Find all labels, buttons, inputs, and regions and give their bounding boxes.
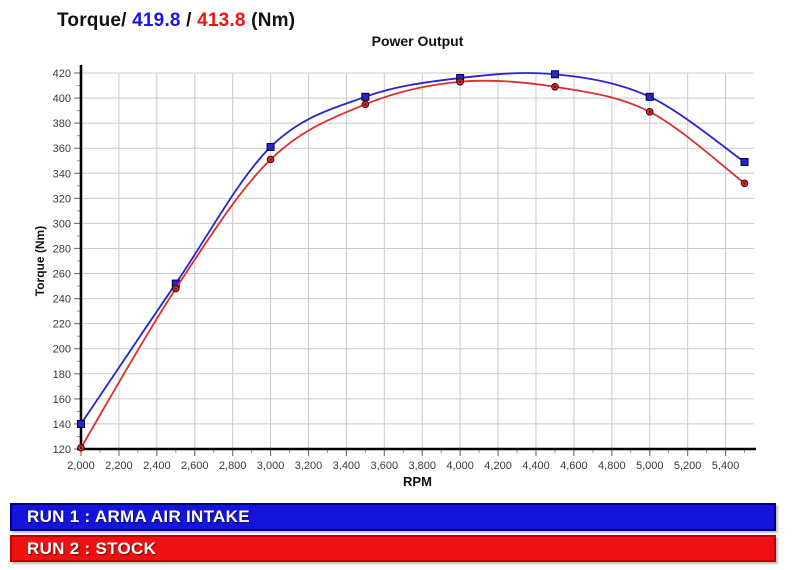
svg-text:160: 160 bbox=[53, 394, 71, 406]
svg-text:280: 280 bbox=[53, 243, 71, 255]
svg-text:180: 180 bbox=[53, 369, 71, 381]
svg-text:140: 140 bbox=[53, 419, 71, 431]
svg-text:260: 260 bbox=[53, 269, 71, 281]
svg-text:400: 400 bbox=[53, 93, 71, 105]
svg-text:3,600: 3,600 bbox=[371, 460, 399, 472]
page-title: Torque/ 419.8 / 413.8 (Nm) bbox=[57, 10, 295, 32]
svg-text:2,600: 2,600 bbox=[181, 460, 209, 472]
svg-text:5,400: 5,400 bbox=[712, 460, 740, 472]
svg-text:2,400: 2,400 bbox=[143, 460, 171, 472]
svg-text:420: 420 bbox=[53, 68, 71, 80]
svg-text:3,200: 3,200 bbox=[295, 460, 323, 472]
svg-text:2,200: 2,200 bbox=[105, 460, 133, 472]
svg-text:380: 380 bbox=[53, 118, 71, 130]
run2-peak-value: 413.8 bbox=[197, 10, 246, 31]
title-separator: / bbox=[186, 10, 192, 31]
svg-text:4,200: 4,200 bbox=[484, 460, 512, 472]
svg-text:4,600: 4,600 bbox=[560, 460, 588, 472]
svg-text:3,400: 3,400 bbox=[333, 460, 361, 472]
chart-title: Power Output bbox=[371, 33, 464, 49]
svg-text:120: 120 bbox=[53, 444, 71, 456]
svg-text:240: 240 bbox=[53, 294, 71, 306]
svg-text:4,400: 4,400 bbox=[522, 460, 550, 472]
svg-text:220: 220 bbox=[53, 319, 71, 331]
svg-text:360: 360 bbox=[53, 143, 71, 155]
svg-text:Torque (Nm): Torque (Nm) bbox=[33, 226, 47, 296]
svg-text:340: 340 bbox=[53, 168, 71, 180]
svg-text:RPM: RPM bbox=[403, 474, 432, 489]
svg-text:2,800: 2,800 bbox=[219, 460, 247, 472]
title-suffix: (Nm) bbox=[251, 10, 296, 31]
svg-text:4,800: 4,800 bbox=[598, 460, 626, 472]
svg-text:3,000: 3,000 bbox=[257, 460, 285, 472]
run1-peak-value: 419.8 bbox=[132, 10, 181, 31]
legend-run1-banner: RUN 1 : ARMA AIR INTAKE bbox=[10, 503, 776, 531]
svg-text:300: 300 bbox=[53, 218, 71, 230]
torque-rpm-chart: 120 140 160 180 200 220 240 260 280 300 320 340 360 3… bbox=[33, 65, 756, 489]
svg-text:2,000: 2,000 bbox=[67, 460, 95, 472]
svg-text:4,000: 4,000 bbox=[446, 460, 474, 472]
svg-text:200: 200 bbox=[53, 344, 71, 356]
title-prefix: Torque/ bbox=[57, 10, 127, 31]
svg-text:320: 320 bbox=[53, 193, 71, 205]
svg-text:5,200: 5,200 bbox=[674, 460, 702, 472]
legend-run2-banner: RUN 2 : STOCK bbox=[10, 535, 776, 562]
svg-text:3,800: 3,800 bbox=[408, 460, 436, 472]
svg-text:5,000: 5,000 bbox=[636, 460, 664, 472]
